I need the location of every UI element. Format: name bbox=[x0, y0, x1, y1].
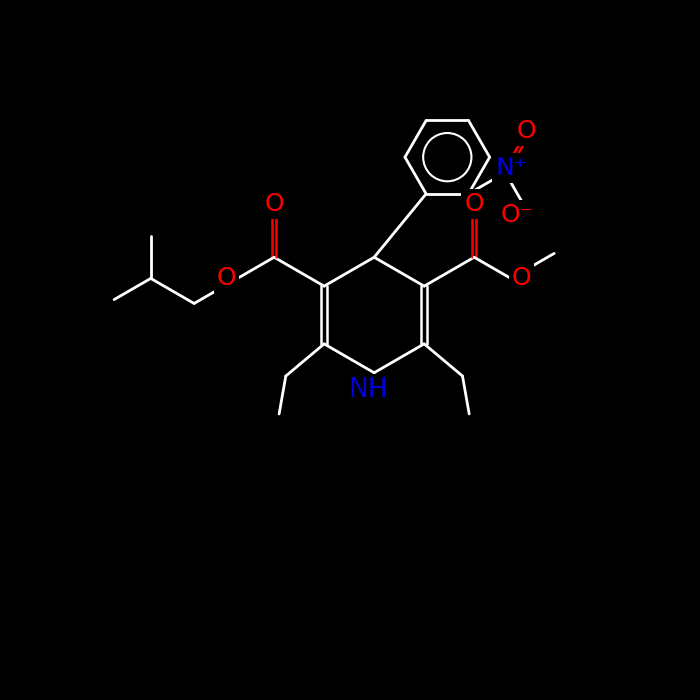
Text: O: O bbox=[265, 192, 284, 216]
Text: N⁺: N⁺ bbox=[496, 156, 527, 180]
Text: NH: NH bbox=[348, 377, 388, 402]
Text: O⁻: O⁻ bbox=[501, 204, 534, 228]
Text: O: O bbox=[512, 267, 531, 290]
Text: O: O bbox=[517, 120, 536, 144]
Text: O: O bbox=[217, 267, 237, 290]
Text: O: O bbox=[464, 192, 484, 216]
